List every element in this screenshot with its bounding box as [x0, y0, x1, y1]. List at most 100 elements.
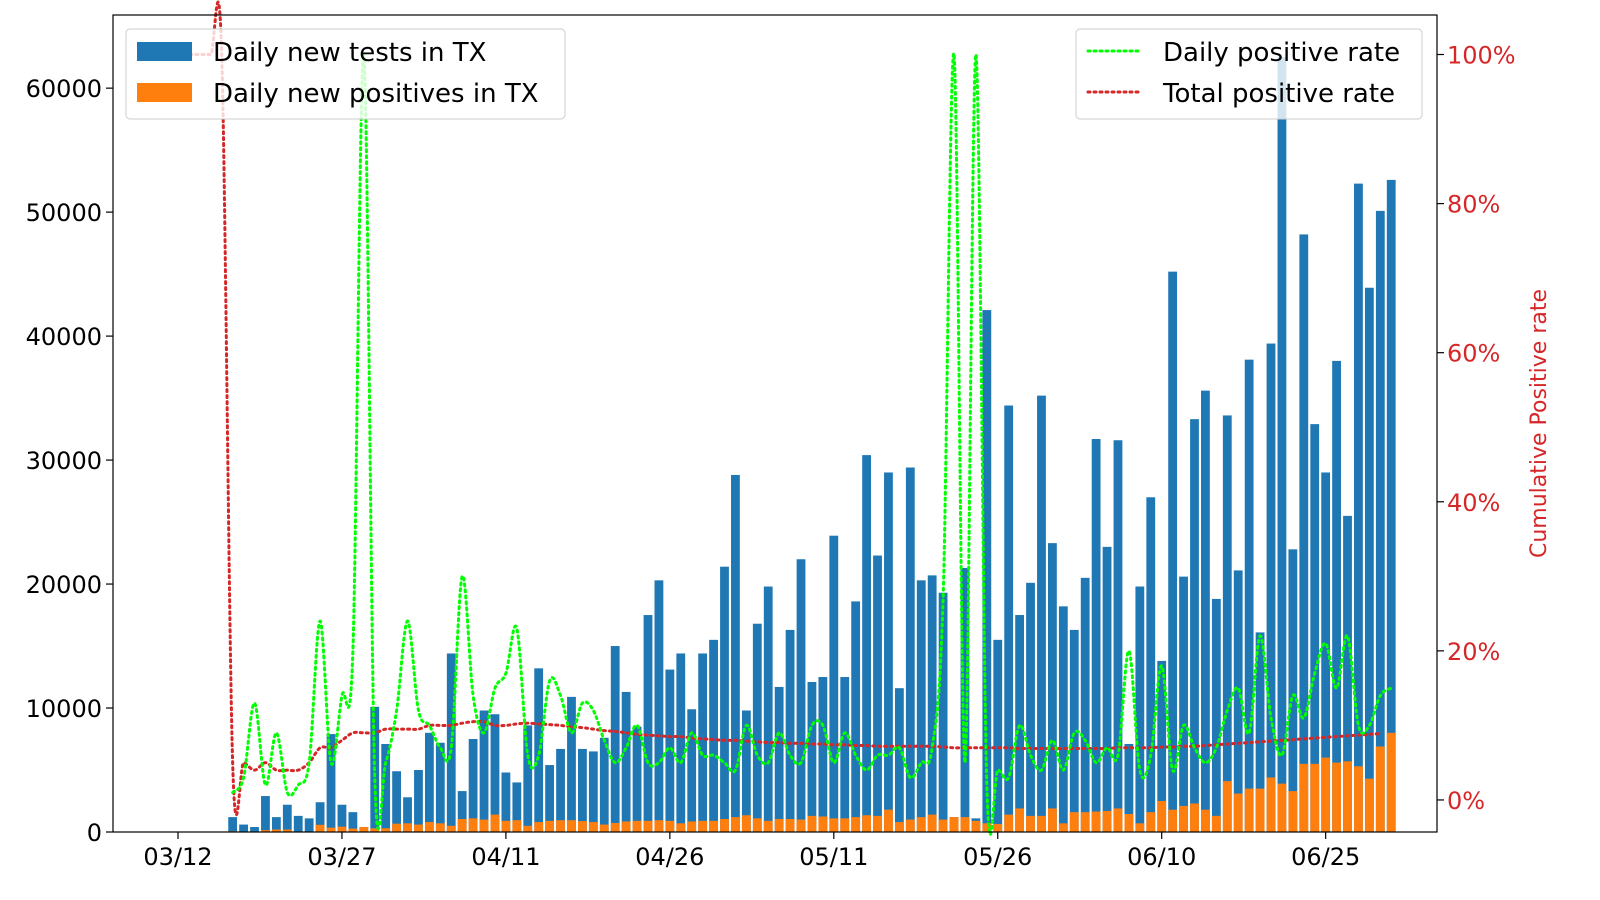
positives-bar	[1048, 808, 1057, 832]
positives-bar	[261, 830, 270, 832]
tests-bar	[1026, 582, 1035, 832]
tests-bar	[905, 467, 915, 832]
positives-bar	[1277, 783, 1287, 832]
tests-bar	[720, 566, 729, 832]
tests-bar	[261, 796, 270, 832]
tests-bar	[884, 472, 893, 832]
positives-bar	[687, 821, 697, 832]
positives-bar	[1211, 815, 1221, 832]
tests-bar	[588, 751, 598, 832]
tests-bar	[381, 743, 391, 832]
tests-bar	[741, 710, 751, 832]
positives-bar	[884, 809, 893, 832]
tests-bar	[1124, 743, 1134, 832]
positives-bar	[315, 824, 325, 832]
tests-bar	[796, 559, 806, 832]
y-tick-label: 10000	[26, 695, 102, 723]
positives-bar	[840, 818, 850, 832]
y2-tick-label: 60%	[1447, 340, 1500, 368]
tests-bar	[250, 827, 259, 832]
tests-bar	[1222, 415, 1232, 832]
positives-bar	[512, 820, 522, 832]
tests-bar	[337, 804, 347, 832]
positives-bar	[403, 823, 412, 832]
y-tick-label: 40000	[26, 323, 102, 351]
positives-bar	[1015, 808, 1025, 832]
tests-bar	[993, 639, 1003, 832]
tests-bar	[927, 575, 937, 832]
positives-bar	[1179, 805, 1188, 832]
tests-bar	[709, 639, 718, 832]
tests-bar	[785, 629, 795, 832]
positives-bar	[599, 824, 609, 832]
positives-bar	[534, 822, 544, 832]
tests-bar	[1168, 271, 1178, 832]
tests-bar	[610, 646, 620, 832]
tests-bar	[621, 691, 631, 832]
legend-swatch-tests	[137, 42, 192, 61]
positives-bar	[916, 817, 926, 832]
positives-bar	[545, 820, 555, 832]
positives-bar	[1375, 746, 1385, 832]
positives-bar	[1266, 777, 1276, 832]
tests-bar	[1179, 576, 1188, 832]
tests-bar	[1146, 497, 1156, 832]
y2-tick-label: 0%	[1447, 787, 1485, 815]
legend-left: Daily new tests in TX Daily new positive…	[125, 28, 566, 120]
positives-bar	[971, 820, 981, 832]
x-axis: 03/12 03/27 04/11 04/26 05/11 05/26 06/10 06/25	[143, 832, 1360, 871]
x-tick-label: 03/12	[143, 843, 212, 871]
tests-bar	[1211, 598, 1221, 832]
tests-bar	[228, 817, 238, 832]
tests-bar	[1015, 615, 1025, 832]
tests-bar	[1233, 570, 1243, 832]
positives-bar	[490, 814, 500, 832]
positives-bar	[556, 820, 565, 832]
tests-bar	[599, 737, 609, 832]
y-axis-left: 0 10000 20000 30000 40000 50000 60000	[26, 75, 113, 847]
tests-bar	[424, 732, 434, 832]
positives-bar	[501, 820, 511, 832]
tests-bar	[1299, 234, 1309, 832]
positives-bar	[993, 823, 1003, 832]
tests-bar	[446, 653, 456, 832]
tests-bar	[479, 710, 489, 832]
tests-bar	[1343, 515, 1352, 832]
positives-bar	[1058, 823, 1068, 832]
x-tick-label: 05/11	[799, 843, 868, 871]
tests-bar	[1277, 57, 1287, 832]
tests-bar	[938, 592, 948, 832]
positives-bar	[610, 822, 620, 832]
positives-bar	[359, 827, 369, 832]
tests-bar	[1113, 440, 1123, 832]
positives-bar	[829, 818, 839, 832]
positives-bar	[894, 822, 904, 832]
positives-bar	[468, 818, 478, 832]
tests-bar	[665, 669, 675, 832]
positives-bar	[1026, 815, 1035, 832]
tests-bar	[1058, 606, 1068, 832]
tests-bar	[1091, 439, 1101, 832]
tests-bar	[457, 791, 467, 832]
positives-bars-group	[228, 732, 1396, 832]
y-tick-label: 30000	[26, 447, 102, 475]
legend-label-total-rate: Total positive rate	[1162, 79, 1395, 109]
tests-bar	[851, 601, 861, 832]
tests-bar	[829, 535, 839, 832]
positives-bar	[643, 820, 653, 832]
positives-bar	[741, 815, 751, 832]
positives-bar	[665, 820, 675, 832]
tests-bar	[293, 815, 303, 832]
positives-bar	[479, 819, 489, 832]
tests-bar	[282, 804, 292, 832]
legend-left-box	[125, 28, 566, 120]
positives-bar	[785, 818, 795, 832]
positives-bar	[1244, 788, 1254, 832]
positives-bar	[1080, 812, 1090, 832]
positives-bar	[588, 822, 598, 832]
x-tick-label: 06/10	[1127, 843, 1196, 871]
tests-bar	[348, 812, 358, 832]
tests-bar	[490, 714, 500, 832]
positives-bar	[414, 824, 423, 832]
positives-bar	[1190, 803, 1199, 832]
